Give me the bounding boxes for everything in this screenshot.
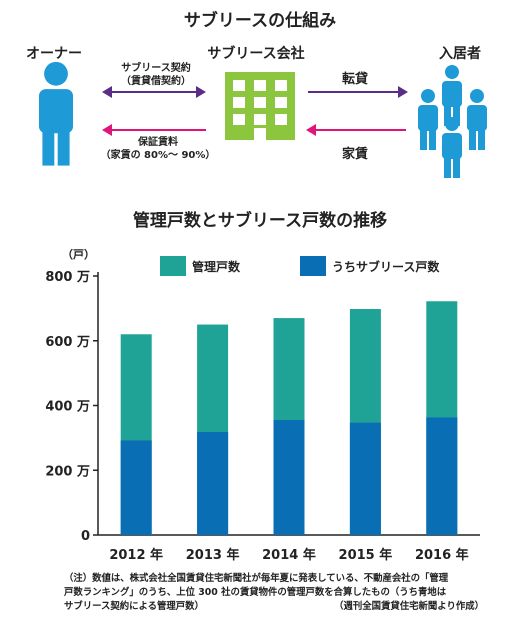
bar-sublease-units bbox=[273, 420, 305, 535]
owner-label: オーナー bbox=[26, 46, 82, 62]
bar-sublease-units bbox=[426, 417, 458, 535]
footnote: （注）数値は、株式会社全国賃貸住宅新聞社が毎年夏に発表している、不動産会社の「管… bbox=[64, 572, 514, 614]
y-tick-label: 600 万 bbox=[45, 335, 90, 350]
building-icon bbox=[225, 72, 295, 140]
diagram-graphics bbox=[39, 61, 487, 178]
x-tick-label: 2015 年 bbox=[339, 547, 393, 563]
bar-sublease-units bbox=[197, 432, 229, 535]
arrow-company-owner bbox=[102, 124, 206, 136]
footnote-source: （週刊全国賃貸住宅新聞より作成） bbox=[334, 601, 484, 612]
y-tick-label: 400 万 bbox=[45, 400, 90, 415]
sublease-contract-label: サブリース契約 （賃貸借契約） bbox=[121, 63, 191, 87]
guaranteed-rent-label: 保証賃料 （家賃の 80%〜 90%） bbox=[100, 137, 216, 161]
legend-label: 管理戸数 bbox=[192, 259, 241, 274]
footnote-line-1: （注）数値は、株式会社全国賃貸住宅新聞社が毎年夏に発表している、不動産会社の「管… bbox=[64, 573, 449, 584]
diagram-title: サブリースの仕組み bbox=[183, 11, 337, 31]
legend-swatch bbox=[300, 256, 326, 276]
x-tick-label: 2012 年 bbox=[109, 547, 163, 563]
chart-title: 管理戸数とサブリース戸数の推移 bbox=[132, 211, 388, 231]
y-axis-label: （戸） bbox=[62, 248, 95, 261]
company-label: サブリース会社 bbox=[207, 46, 305, 62]
tenant-label: 入居者 bbox=[439, 46, 481, 62]
footnote-line-2: 戸数ランキング」のうち、上位 300 社の賃貸物件の管理戸数を合算したもの（うち… bbox=[64, 587, 447, 598]
x-tick-label: 2014 年 bbox=[262, 547, 316, 563]
legend-label: うちサブリース戸数 bbox=[332, 259, 440, 274]
bar-sublease-units bbox=[349, 422, 381, 535]
y-tick-label: 200 万 bbox=[45, 464, 90, 479]
rent-label: 家賃 bbox=[341, 147, 368, 162]
arrow-tenant-company bbox=[306, 124, 406, 136]
arrow-company-tenant bbox=[308, 86, 408, 98]
bar-sublease-units bbox=[120, 440, 152, 535]
footnote-line-3: サブリース契約による管理戸数） bbox=[64, 601, 204, 612]
legend-swatch bbox=[160, 256, 186, 276]
y-tick-label: 800 万 bbox=[45, 270, 90, 285]
sublet-label: 転貸 bbox=[341, 72, 368, 87]
x-tick-label: 2013 年 bbox=[186, 547, 240, 563]
y-tick-label: 0 bbox=[81, 529, 90, 544]
x-tick-label: 2016 年 bbox=[415, 547, 469, 563]
arrow-owner-company bbox=[102, 86, 206, 98]
